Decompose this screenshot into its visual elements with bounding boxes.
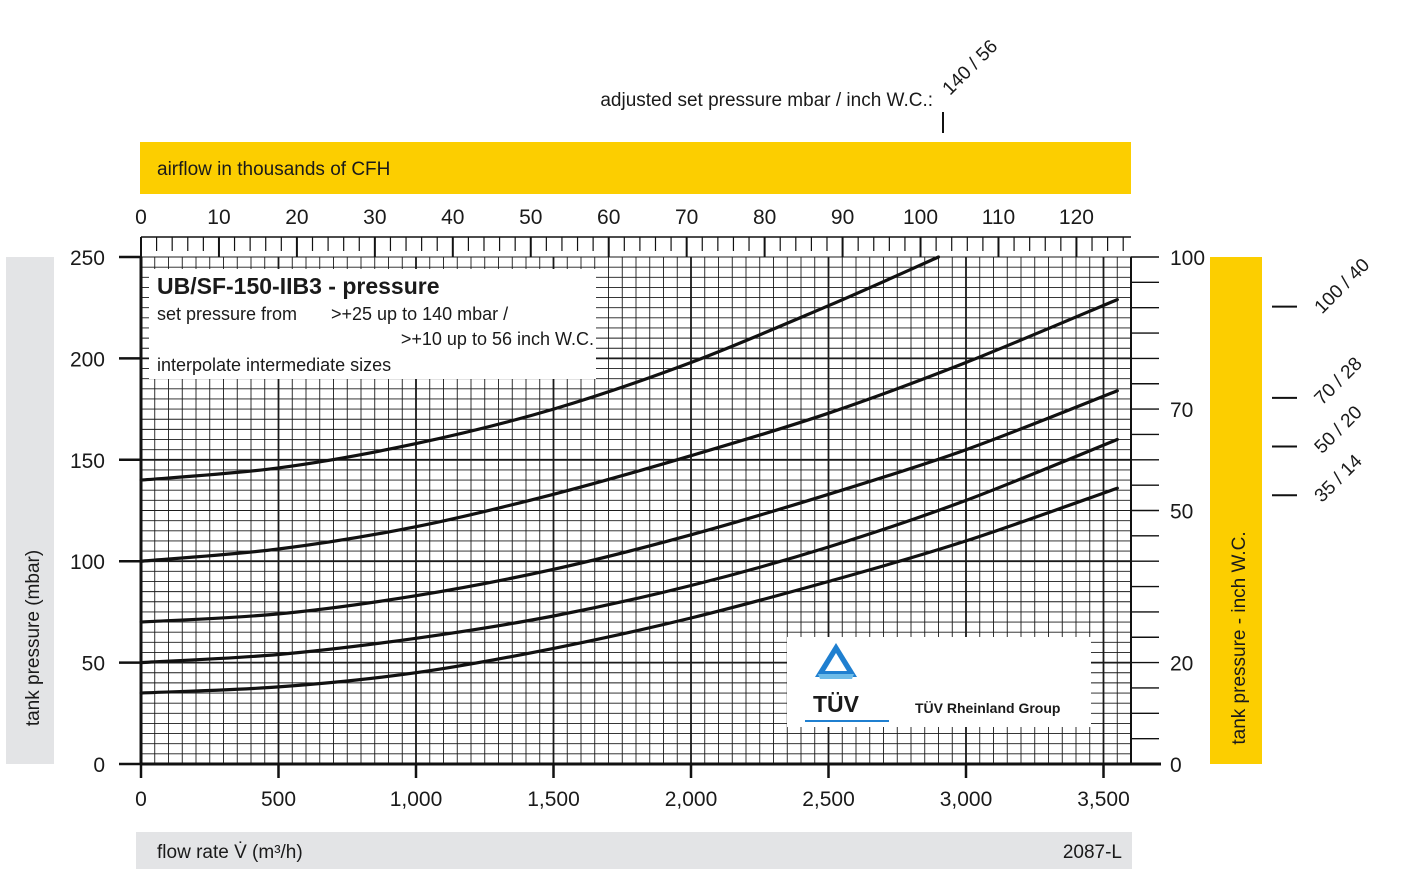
series-line	[139, 437, 1119, 665]
x-axis-tick-label: 1,000	[390, 788, 443, 811]
doc-id: 2087-L	[1063, 842, 1122, 863]
y-axis-right-tick-label: 20	[1170, 653, 1193, 676]
top-axis-tick-label: 120	[1059, 206, 1094, 229]
top-axis-tick-label: 90	[831, 206, 854, 229]
top-axis-tick-label: 80	[753, 206, 776, 229]
tuv-group-name: TÜV Rheinland Group	[915, 700, 1060, 716]
y-axis-left-tick-label: 100	[70, 551, 105, 574]
legend-box-bg	[149, 269, 596, 379]
series-line	[139, 298, 1119, 563]
top-axis-tick-label: 50	[519, 206, 542, 229]
legend-line3: interpolate intermediate sizes	[157, 355, 391, 375]
y-axis-left-tick-label: 150	[70, 450, 105, 473]
series-line	[139, 486, 1119, 695]
set-pressure-label: 50 / 20	[1311, 402, 1367, 458]
x-axis-tick-label: 1,500	[527, 788, 580, 811]
set-pressure-label: 35 / 14	[1311, 450, 1367, 506]
legend-line1a: set pressure from	[157, 304, 297, 324]
bottom-axis-band	[136, 832, 1132, 869]
x-axis-tick-label: 500	[261, 788, 296, 811]
y-axis-right-tick-label: 70	[1170, 399, 1193, 422]
legend-line1b: >+25 up to 140 mbar /	[331, 304, 508, 324]
left-axis-label: tank pressure (mbar)	[23, 550, 44, 726]
top-axis-tick-label: 40	[441, 206, 464, 229]
y-axis-left-tick-label: 0	[93, 754, 105, 777]
x-axis-tick-label: 2,500	[802, 788, 855, 811]
y-axis-right-tick-label: 0	[1170, 754, 1182, 777]
x-axis-tick-label: 3,500	[1077, 788, 1130, 811]
x-axis-label: flow rate V̇ (m³/h)	[157, 842, 303, 863]
y-axis-left-tick-label: 200	[70, 348, 105, 371]
set-pressure-label: 70 / 28	[1311, 353, 1367, 409]
series-line	[139, 255, 941, 482]
x-axis-tick-label: 3,000	[940, 788, 993, 811]
y-axis-right-tick-label: 100	[1170, 247, 1205, 270]
tuv-triangle-icon	[815, 643, 857, 679]
y-axis-left-tick-label: 50	[82, 653, 105, 676]
series-line	[139, 389, 1119, 624]
top-axis-tick-label: 0	[135, 206, 147, 229]
top-axis-tick-label: 70	[675, 206, 698, 229]
x-axis-tick-label: 0	[135, 788, 147, 811]
y-axis-left-tick-label: 250	[70, 247, 105, 270]
legend-box: UB/SF-150-IIB3 - pressure set pressure f…	[149, 269, 596, 379]
top-axis-tick-label: 110	[982, 206, 1015, 229]
top-axis-band	[140, 142, 1131, 194]
top-axis-tick-label: 100	[903, 206, 938, 229]
top-axis-tick-label: 60	[597, 206, 620, 229]
right-axis-band	[1210, 257, 1262, 764]
right-axis-label: tank pressure - inch W.C.	[1229, 531, 1250, 744]
set-pressure-label: 100 / 40	[1311, 255, 1374, 318]
tuv-mark: TÜV	[813, 691, 860, 717]
x-axis-tick-label: 2,000	[665, 788, 718, 811]
top-axis-tick-label: 30	[363, 206, 386, 229]
set-pressure-label: 140 / 56	[939, 36, 1002, 99]
top-axis-label: airflow in thousands of CFH	[157, 159, 390, 180]
series-curves	[139, 255, 1119, 695]
top-axis-tick-label: 20	[285, 206, 308, 229]
legend-title: UB/SF-150-IIB3 - pressure	[157, 273, 439, 299]
header-label: adjusted set pressure mbar / inch W.C.:	[600, 90, 933, 111]
legend-line2: >+10 up to 56 inch W.C.	[401, 329, 594, 349]
top-axis-tick-label: 10	[207, 206, 230, 229]
left-axis-band	[6, 257, 54, 764]
tuv-logo-box: TÜV TÜV Rheinland Group	[787, 637, 1091, 727]
y-axis-right-tick-label: 50	[1170, 501, 1193, 524]
